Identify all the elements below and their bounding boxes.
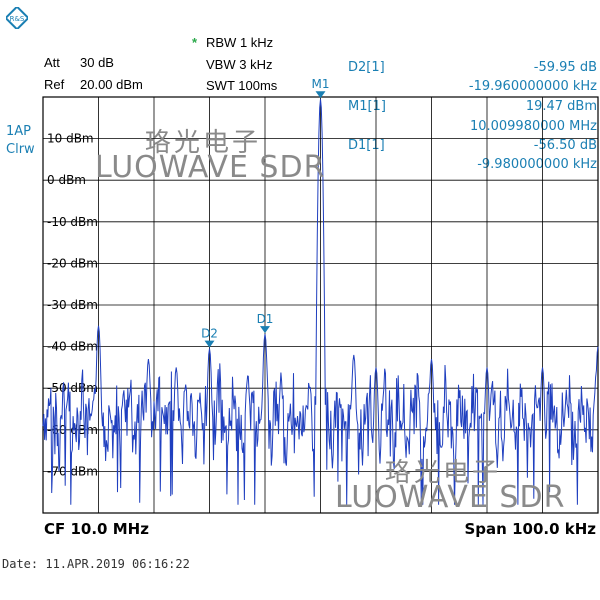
y-axis-label: -70 dBm (47, 464, 98, 478)
marker-d1-name: D1[1] (348, 138, 385, 153)
y-axis-label: -20 dBm (47, 256, 98, 270)
svg-text:R&S: R&S (10, 15, 25, 23)
trace-markers: M1 D1 D2 (201, 77, 330, 348)
y-axis-label: -30 dBm (47, 298, 98, 312)
center-frequency: CF 10.0 MHz (44, 520, 149, 538)
marker-m1-value2: 10.009980000 MHz (469, 119, 597, 134)
watermark-en-bottom: LUOWAVE SDR (335, 480, 566, 515)
trace-mode-label: Clrw (6, 142, 35, 157)
y-axis-label: 10 dBm (47, 132, 94, 146)
watermark-cn-bottom: 珞光电子 (385, 458, 502, 488)
marker-triangle-icon (204, 340, 215, 348)
reference-level-value: 20.00 dBm (80, 77, 143, 92)
marker-d1-value2: -9.980000000 kHz (477, 157, 597, 172)
frequency-span: Span 100.0 kHz (464, 520, 597, 538)
marker-m1-name: M1[1] (348, 99, 386, 114)
y-axis-label: -10 dBm (47, 215, 98, 229)
marker-triangle-icon (315, 91, 326, 99)
marker-d2-value1: -59.95 dB (533, 60, 597, 75)
marker-d1-value1: -56.50 dB (533, 138, 597, 153)
rbw-manual-star: * (192, 35, 198, 50)
reference-level-label: Ref (44, 77, 65, 92)
marker-label: D1 (257, 312, 274, 326)
rohde-schwarz-logo-icon: R&S (4, 5, 30, 31)
y-axis-label: -40 dBm (47, 340, 98, 354)
trace-detector-label: 1AP (6, 124, 32, 139)
spectrum-trace (42, 99, 599, 505)
y-axis-label: 0 dBm (47, 173, 86, 187)
capture-date: Date: 11.APR.2019 06:16:22 (2, 557, 190, 571)
marker-triangle-icon (260, 326, 270, 334)
watermark-cn-top: 珞光电子 (145, 128, 262, 158)
attenuation-value: 30 dB (80, 55, 114, 70)
sweep-time-setting: SWT 100ms (206, 78, 278, 93)
marker-label: D2 (201, 327, 218, 341)
attenuation-label: Att (44, 55, 60, 70)
vbw-setting: VBW 3 kHz (206, 57, 273, 72)
marker-label: M1 (312, 77, 330, 91)
marker-d2-name: D2[1] (348, 60, 385, 75)
watermark-en-top: LUOWAVE SDR (95, 150, 326, 185)
y-axis-label: -50 dBm (47, 381, 98, 395)
marker-m1-value1: 19.47 dBm (525, 99, 597, 114)
marker-d2-value2: -19.960000000 kHz (468, 79, 597, 94)
rbw-setting: RBW 1 kHz (206, 35, 274, 50)
